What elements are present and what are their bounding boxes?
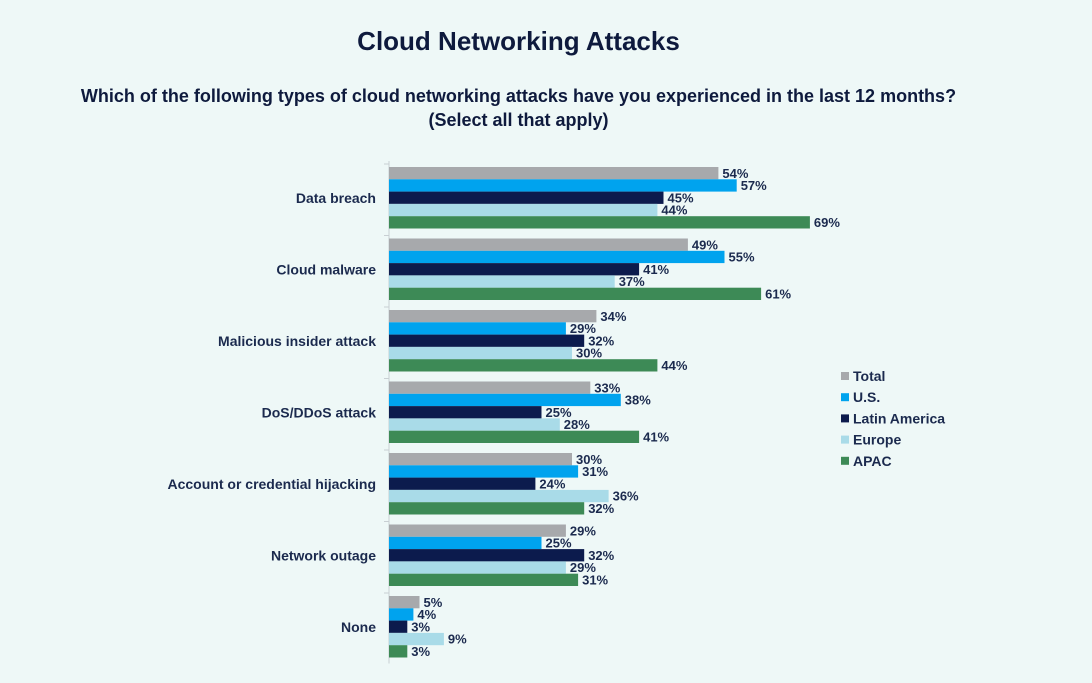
value-label-data-breach-latin-america: 45% <box>668 190 694 205</box>
category-label-none: None <box>341 619 376 635</box>
value-label-account-or-credential-hijacking-u-s: 31% <box>582 464 608 479</box>
value-label-data-breach-total: 54% <box>722 166 748 181</box>
value-label-dos-ddos-attack-u-s: 38% <box>625 393 651 408</box>
value-label-dos-ddos-attack-total: 33% <box>594 380 620 395</box>
category-label-cloud-malware: Cloud malware <box>276 261 376 277</box>
bar-account-or-credential-hijacking-europe <box>389 489 609 503</box>
value-label-dos-ddos-attack-europe: 28% <box>564 417 590 432</box>
category-label-account-or-credential-hijacking: Account or credential hijacking <box>168 476 377 492</box>
bar-cloud-malware-apac <box>389 287 762 300</box>
bar-malicious-insider-attack-apac <box>389 359 658 372</box>
chart-subtitle: Which of the following types of cloud ne… <box>0 84 1037 132</box>
value-label-account-or-credential-hijacking-europe: 36% <box>613 489 639 504</box>
legend-swatch-europe <box>841 435 849 444</box>
value-label-network-outage-total: 29% <box>570 523 596 538</box>
category-label-malicious-insider-attack: Malicious insider attack <box>218 333 376 349</box>
bar-dos-ddos-attack-europe <box>389 418 560 431</box>
bar-dos-ddos-attack-latin-america <box>389 406 542 419</box>
bar-network-outage-apac <box>389 573 579 586</box>
bar-cloud-malware-europe <box>389 275 615 288</box>
legend-label-u-s: U.S. <box>853 389 880 405</box>
category-label-data-breach: Data breach <box>296 190 376 206</box>
chart-subtitle-line-2: (Select all that apply) <box>428 110 609 130</box>
bar-none-u-s <box>389 608 414 621</box>
value-label-malicious-insider-attack-latin-america: 32% <box>588 333 614 348</box>
value-label-data-breach-u-s: 57% <box>741 178 767 193</box>
value-label-network-outage-latin-america: 32% <box>588 548 614 563</box>
bar-data-breach-apac <box>389 216 810 229</box>
bar-data-breach-total <box>389 167 719 180</box>
bar-data-breach-u-s <box>389 179 737 192</box>
chart-title: Cloud Networking Attacks <box>357 26 680 56</box>
category-label-network-outage: Network outage <box>271 547 376 563</box>
bar-none-total <box>389 596 420 609</box>
bar-malicious-insider-attack-europe <box>389 346 572 360</box>
legend-swatch-u-s <box>841 393 849 402</box>
bar-network-outage-latin-america <box>389 549 585 562</box>
chart-subtitle-line-1: Which of the following types of cloud ne… <box>80 86 957 106</box>
value-label-network-outage-europe: 29% <box>570 560 596 575</box>
bar-data-breach-europe <box>389 203 658 217</box>
bar-dos-ddos-attack-u-s <box>389 393 621 407</box>
bar-cloud-malware-total <box>389 238 688 251</box>
legend-label-total: Total <box>853 368 885 384</box>
value-label-none-apac: 3% <box>411 644 430 659</box>
value-label-cloud-malware-apac: 61% <box>765 287 791 302</box>
bar-account-or-credential-hijacking-latin-america <box>389 477 536 490</box>
value-label-malicious-insider-attack-europe: 30% <box>576 346 602 361</box>
bar-malicious-insider-attack-u-s <box>389 322 566 335</box>
bar-network-outage-total <box>389 524 566 537</box>
bar-none-europe <box>389 632 444 646</box>
value-label-cloud-malware-u-s: 55% <box>729 250 755 265</box>
value-label-network-outage-apac: 31% <box>582 573 608 588</box>
value-label-data-breach-europe: 44% <box>661 203 687 218</box>
bar-none-apac <box>389 645 408 658</box>
legend-label-europe: Europe <box>853 432 901 448</box>
bar-malicious-insider-attack-total <box>389 310 597 323</box>
value-label-cloud-malware-total: 49% <box>692 237 718 252</box>
value-label-network-outage-u-s: 25% <box>546 536 572 551</box>
bar-dos-ddos-attack-apac <box>389 430 640 443</box>
bar-cloud-malware-latin-america <box>389 263 640 276</box>
value-label-account-or-credential-hijacking-total: 30% <box>576 452 602 467</box>
value-label-malicious-insider-attack-total: 34% <box>600 309 626 324</box>
value-label-malicious-insider-attack-u-s: 29% <box>570 321 596 336</box>
legend-swatch-latin-america <box>841 414 849 423</box>
bar-dos-ddos-attack-total <box>389 381 591 394</box>
bar-account-or-credential-hijacking-u-s <box>389 465 579 478</box>
value-label-none-europe: 9% <box>448 632 467 647</box>
legend-label-apac: APAC <box>853 453 892 469</box>
bar-data-breach-latin-america <box>389 191 664 204</box>
value-label-account-or-credential-hijacking-latin-america: 24% <box>539 476 565 491</box>
bar-malicious-insider-attack-latin-america <box>389 334 585 347</box>
value-label-cloud-malware-latin-america: 41% <box>643 262 669 277</box>
value-label-account-or-credential-hijacking-apac: 32% <box>588 501 614 516</box>
bar-none-latin-america <box>389 620 408 633</box>
bar-account-or-credential-hijacking-total <box>389 453 572 466</box>
value-label-dos-ddos-attack-apac: 41% <box>643 430 669 445</box>
category-label-dos-ddos-attack: DoS/DDoS attack <box>262 404 377 420</box>
bar-account-or-credential-hijacking-apac <box>389 502 585 515</box>
value-label-malicious-insider-attack-apac: 44% <box>661 358 687 373</box>
value-label-dos-ddos-attack-latin-america: 25% <box>546 405 572 420</box>
value-label-cloud-malware-europe: 37% <box>619 274 645 289</box>
legend-swatch-apac <box>841 456 849 465</box>
value-label-none-latin-america: 3% <box>411 619 430 634</box>
value-label-none-u-s: 4% <box>417 607 436 622</box>
bar-network-outage-europe <box>389 561 566 574</box>
legend-label-latin-america: Latin America <box>853 410 945 426</box>
value-label-data-breach-apac: 69% <box>814 215 840 230</box>
value-label-none-total: 5% <box>424 595 443 610</box>
legend-swatch-total <box>841 372 849 380</box>
bar-network-outage-u-s <box>389 536 542 550</box>
bar-cloud-malware-u-s <box>389 250 725 264</box>
